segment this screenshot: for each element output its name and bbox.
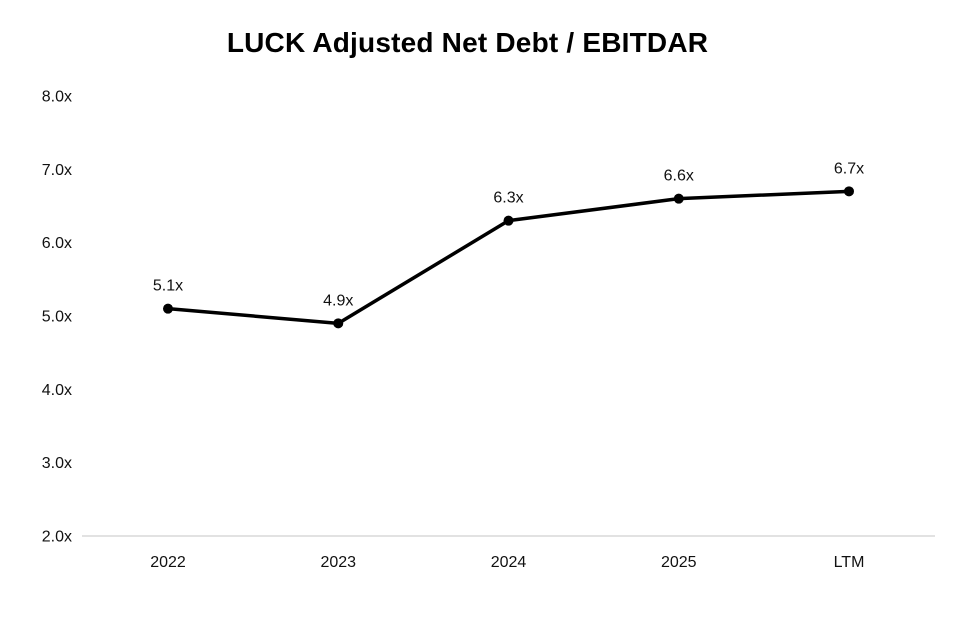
y-tick-label: 7.0x	[42, 162, 72, 179]
series-line	[166, 189, 851, 326]
y-tick-label: 5.0x	[42, 309, 72, 326]
data-point-marker	[844, 186, 854, 197]
data-point-label: 4.9x	[323, 292, 353, 309]
x-tick-label: 2025	[661, 554, 697, 571]
data-point-label: 5.1x	[153, 278, 183, 295]
y-tick-label: 4.0x	[42, 382, 72, 399]
data-point-marker	[333, 318, 344, 329]
data-point-marker	[163, 303, 173, 314]
y-tick-label: 2.0x	[42, 529, 72, 546]
chart-title: LUCK Adjusted Net Debt / EBITDAR	[226, 27, 709, 58]
data-point-label: 6.7x	[834, 160, 864, 177]
data-point-marker	[673, 193, 684, 204]
data-point-marker	[503, 215, 514, 226]
data-point-label: 6.3x	[493, 190, 523, 207]
y-tick-label: 3.0x	[42, 455, 72, 472]
y-tick-label: 6.0x	[42, 235, 72, 252]
x-tick-label: 2023	[320, 554, 356, 571]
y-tick-label: 8.0x	[42, 89, 72, 106]
data-point-label: 6.6x	[664, 168, 694, 185]
x-tick-label: 2022	[150, 554, 186, 571]
x-tick-label: 2024	[491, 554, 527, 571]
x-tick-label: LTM	[834, 554, 865, 571]
